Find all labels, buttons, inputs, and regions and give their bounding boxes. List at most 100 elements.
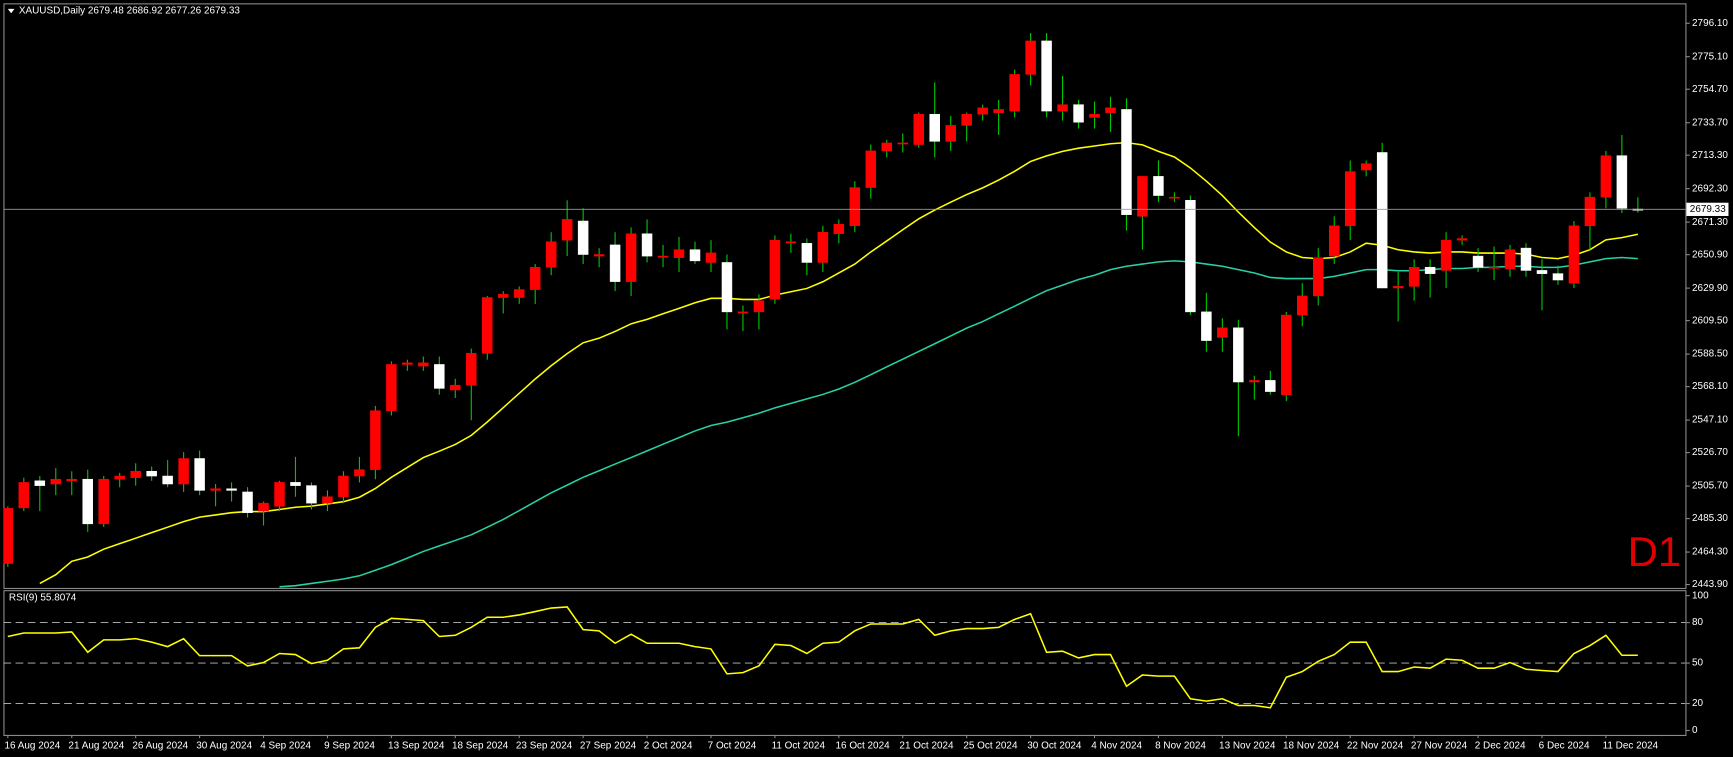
x-tick-label: 27 Nov 2024 [1411,741,1468,752]
x-tick-label: 8 Nov 2024 [1155,741,1206,752]
x-tick-label: 9 Sep 2024 [324,741,375,752]
candle-body-up [769,239,781,300]
x-tick-label: 21 Oct 2024 [899,741,954,752]
x-tick-label: 2 Dec 2024 [1475,741,1526,752]
candle-body-up [1009,74,1020,112]
candle-body-up [466,353,477,386]
candle-body-up [817,231,829,263]
candle-body-up [529,266,541,290]
x-tick-label: 11 Dec 2024 [1603,741,1659,752]
x-tick-label: 2 Oct 2024 [644,741,693,752]
y-tick-label: 2775.10 [1692,51,1728,62]
candle-body-down [721,262,733,313]
candle-body-down [434,364,445,389]
candle-body-down [242,491,253,513]
candle-body-down [162,475,173,485]
candle-body-up [673,249,685,258]
candle-body-up [705,252,717,263]
candle-body-up [1089,113,1100,118]
candle-body-up [625,233,637,282]
x-tick-label: 23 Sep 2024 [516,741,573,752]
candle-body-down [1376,152,1388,289]
candle-body-up [1297,295,1308,316]
candle-body-up [178,458,189,485]
y-tick-label: 2547.10 [1692,415,1728,426]
price-label-box [1686,202,1729,216]
candle-body-up [881,142,893,152]
candle-body-down [146,470,157,477]
candle-body-up [98,478,109,525]
x-tick-label: 18 Sep 2024 [452,741,509,752]
candle-body-down [1073,104,1084,123]
candle-body-up [114,475,125,480]
candle-body-up [402,362,413,365]
candle-body-up [513,289,525,298]
rsi-plot [3,606,1686,709]
candle-body-up [18,482,30,509]
candle-body-up [370,410,381,470]
candle-body-down [1233,327,1244,383]
candle-body-down [306,485,317,504]
candle-body-up [1360,163,1372,171]
candle-body-up [1328,225,1340,257]
timeframe-label: D1 [1628,528,1682,575]
candle-body-down [34,480,46,486]
candle-body-down [1265,380,1276,392]
x-tick-label: 7 Oct 2024 [708,741,757,752]
candle-body-up [66,478,78,482]
x-tick-label: 16 Oct 2024 [836,741,891,752]
candle-body-up [753,300,765,313]
candle-body-up [1249,380,1260,383]
candle-body-down [1424,266,1436,274]
candle-body-up [593,254,605,257]
candle-body-down [689,249,701,262]
candle-body-up [1025,40,1036,75]
price-label: 2679.33 [1690,204,1726,215]
y-tick-label: 50 [1692,658,1704,669]
main-plot [3,32,1686,588]
candle-body-up [849,187,861,227]
candle-body-up [322,496,333,504]
candle-body-down [82,478,93,525]
candle-body-up [130,470,141,478]
x-tick-label: 11 Oct 2024 [772,741,826,752]
candle-body-up [977,107,988,115]
candle-body-up [833,223,845,235]
candle-body-down [1552,273,1564,281]
candle-body-up [545,241,557,268]
candle-body-up [1488,266,1500,269]
y-tick-label: 2671.30 [1692,217,1728,228]
candle-body-down [929,113,940,142]
x-tick-label: 16 Aug 2024 [5,741,61,752]
y-tick-label: 2713.30 [1692,150,1728,161]
y-tick-label: 20 [1692,698,1704,709]
axes: 2796.10 2775.10 2754.70 2733.70 2713.30 2692.… [5,18,1729,752]
candle-body-up [3,508,14,564]
x-tick-label: 13 Nov 2024 [1219,741,1276,752]
candle-body-up [50,478,62,485]
candle-body-up [1281,314,1292,396]
y-tick-label: 2485.30 [1692,513,1728,524]
candle-body-down [1185,200,1196,313]
candle-body-up [274,482,285,507]
x-tick-label: 26 Aug 2024 [132,741,188,752]
indicator-line [7,606,1638,709]
x-tick-label: 30 Aug 2024 [196,741,252,752]
candle-body-up [258,502,269,512]
y-tick-label: 2526.70 [1692,447,1728,458]
candle-body-up [945,125,956,142]
candle-body-down [1520,247,1532,271]
candle-body-down [1041,40,1052,112]
candle-body-up [210,488,221,491]
y-tick-label: 2733.70 [1692,117,1728,128]
x-tick-label: 22 Nov 2024 [1347,741,1404,752]
main-panel-border [3,3,1687,590]
candle-body-up [561,219,573,241]
candle-body-up [865,150,877,188]
candle-body-down [577,220,589,255]
candle-body-up [1313,257,1324,297]
candle-body-up [1600,155,1612,198]
